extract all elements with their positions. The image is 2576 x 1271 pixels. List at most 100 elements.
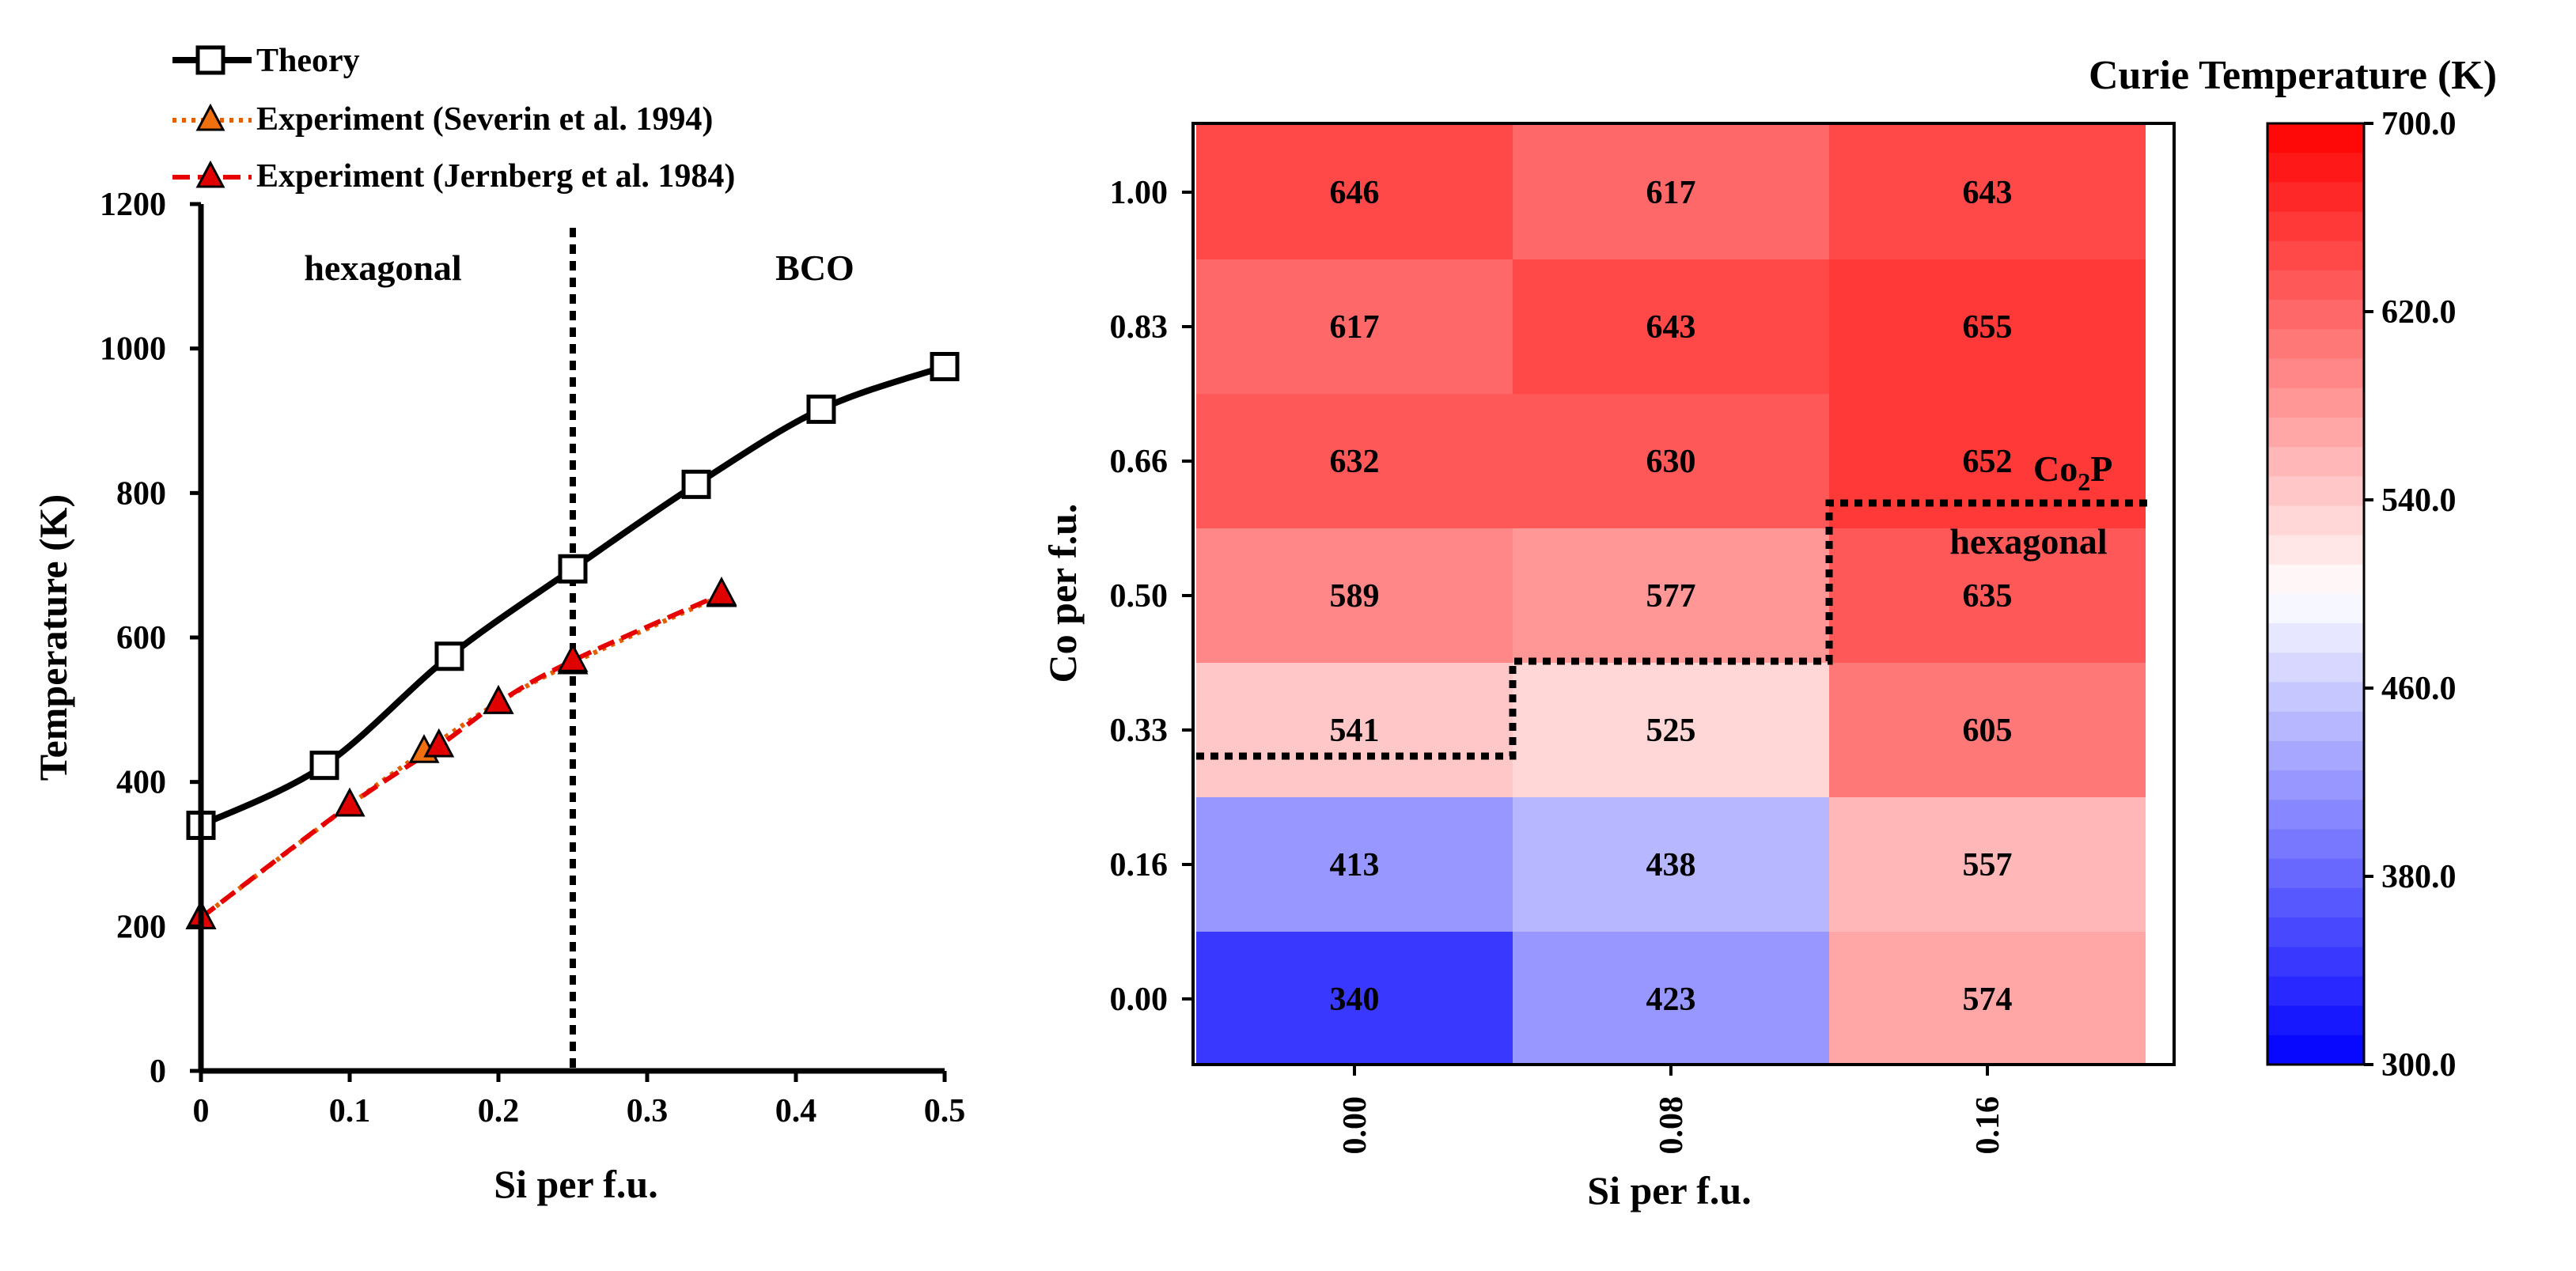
heatmap-cell [1196, 259, 1513, 394]
colorbar-level [2267, 770, 2364, 800]
colorbar-level [2267, 447, 2364, 477]
heatmap-cell [1513, 528, 1829, 663]
data-point-theory [558, 554, 588, 584]
heatmap-cell [1196, 797, 1513, 932]
heatmap-cell [1196, 932, 1513, 1066]
line-chart-x-title: Si per f.u. [494, 1162, 657, 1206]
colorbar-level [2267, 564, 2364, 595]
colorbar-level [2267, 240, 2364, 271]
heatmap-cell [1829, 663, 2146, 797]
colorbar-level [2267, 300, 2364, 330]
colorbar-level [2267, 858, 2364, 889]
data-point-jernberg [483, 685, 514, 714]
heatmap-cell [1196, 394, 1513, 528]
heatmap-cell-value: 589 [1330, 578, 1380, 615]
y-tick-label: 800 [116, 475, 166, 512]
heatmap-cell-value: 630 [1646, 444, 1696, 480]
x-tick-label: 0.1 [329, 1093, 371, 1129]
y-tick-label: 0 [150, 1053, 166, 1090]
heatmap-x-tick-label: 0.00 [1337, 1096, 1373, 1155]
heatmap-cell-value: 617 [1646, 175, 1696, 211]
line-chart-x-ticks: 0 0.1 0.2 0.3 0.4 0.5 [193, 1071, 966, 1129]
data-point-theory [681, 469, 711, 499]
line-chart-legend: Theory Experiment (Severin et al. 1994) … [172, 43, 735, 195]
heatmap-y-tick-label: 0.50 [1110, 578, 1169, 615]
co2p-label-main: Co [2033, 448, 2078, 489]
heatmap-cell [1513, 663, 1829, 797]
colorbar-ticks: 700.0 620.0 540.0 460.0 380.0 300.0 [2364, 106, 2457, 1084]
heatmap-cell [1196, 528, 1513, 663]
line-chart-marks [185, 228, 960, 1071]
colorbar-level [2267, 153, 2364, 183]
colorbar-level [2267, 917, 2364, 948]
colorbar-tick-label: 380.0 [2381, 859, 2457, 895]
y-tick-label: 400 [116, 765, 166, 801]
heatmap-cell-value: 605 [1963, 713, 2013, 749]
heatmap-cell-value: 557 [1963, 847, 2013, 883]
heatmap-cell [1513, 932, 1829, 1066]
y-tick-label: 600 [116, 620, 166, 656]
colorbar-tick-label: 540.0 [2381, 482, 2457, 519]
heatmap-cell-value: 643 [1646, 309, 1696, 346]
heatmap-x-title: Si per f.u. [1587, 1168, 1751, 1212]
colorbar-level [2267, 182, 2364, 213]
data-point-jernberg [423, 728, 455, 758]
heatmap-cell-value: 525 [1646, 713, 1696, 749]
heatmap-cell-value: 643 [1963, 175, 2013, 211]
heatmap-y-tick-label: 0.00 [1110, 982, 1169, 1018]
heatmap-cell-value: 635 [1963, 578, 2013, 615]
line-chart: 0 0.1 0.2 0.3 0.4 0.5 0 200 400 600 800 1000 1200 S… [31, 43, 965, 1206]
colorbar-title: Curie Temperature (K) [2089, 53, 2497, 98]
data-point-theory [930, 352, 960, 381]
colorbar-tick-label: 300.0 [2381, 1047, 2457, 1084]
heatmap-cell [1829, 797, 2146, 932]
heatmap-cell [1513, 797, 1829, 932]
x-tick-label: 0 [193, 1093, 210, 1129]
heatmap-cell [1829, 932, 2146, 1066]
colorbar-level [2267, 976, 2364, 1007]
legend-marker-jernberg [195, 160, 225, 188]
legend-item-severin: Experiment (Severin et al. 1994) [172, 101, 713, 138]
heatmap-cell-value: 541 [1330, 713, 1380, 749]
legend-label-jernberg: Experiment (Jernberg et al. 1984) [256, 158, 735, 195]
colorbar-level [2267, 329, 2364, 360]
heatmap-cell [1829, 125, 2146, 259]
colorbar-level [2267, 476, 2364, 507]
heatmap-cell-value: 340 [1330, 982, 1380, 1018]
legend-marker-severin [195, 103, 225, 131]
region-label-hexagonal: hexagonal [304, 248, 461, 288]
phase-boundary [1196, 499, 2149, 760]
heatmap-cell [1196, 125, 1513, 259]
heatmap-cell-value: 574 [1963, 982, 2013, 1018]
heatmap-y-tick-label: 0.16 [1110, 847, 1169, 883]
heatmap-cell-value: 655 [1963, 309, 2013, 346]
heatmap-cell-value: 413 [1330, 847, 1380, 883]
heatmap-cell-value: 646 [1330, 175, 1380, 211]
colorbar-level [2267, 947, 2364, 978]
colorbar-level [2267, 123, 2364, 153]
heatmap-y-tick-label: 1.00 [1110, 175, 1169, 211]
colorbar-frame [2266, 122, 2366, 1066]
legend-marker-theory [195, 45, 225, 75]
heatmap-y-tick-label: 0.33 [1110, 713, 1169, 749]
y-tick-label: 1200 [100, 187, 166, 223]
data-point-jernberg [706, 577, 737, 606]
co2p-label: Co2P [2033, 448, 2112, 496]
colorbar-level [2267, 1005, 2364, 1036]
heatmap-cell-value: 438 [1646, 847, 1696, 883]
heatmap-cell [1196, 663, 1513, 797]
heatmap-y-tick-label: 0.66 [1110, 444, 1169, 480]
heatmap-cell [1829, 259, 2146, 394]
legend-item-theory: Theory [172, 43, 360, 79]
colorbar-level [2267, 270, 2364, 301]
x-tick-label: 0.5 [924, 1093, 966, 1129]
heatmap-x-tick-label: 0.08 [1654, 1096, 1690, 1155]
line-chart-y-title: Temperature (K) [31, 494, 75, 781]
line-chart-y-ticks: 0 200 400 600 800 1000 1200 [100, 187, 201, 1090]
heatmap-cells: 646 617 643 617 643 655 632 630 652 589 577 635 541 5… [1196, 125, 2146, 1066]
colorbar-level [2267, 682, 2364, 713]
colorbar: 700.0 620.0 540.0 460.0 380.0 300.0 Curie Tem… [2089, 53, 2497, 1084]
region-label-bco: BCO [775, 248, 854, 288]
heatmap-cell-value: 652 [1963, 444, 2013, 480]
